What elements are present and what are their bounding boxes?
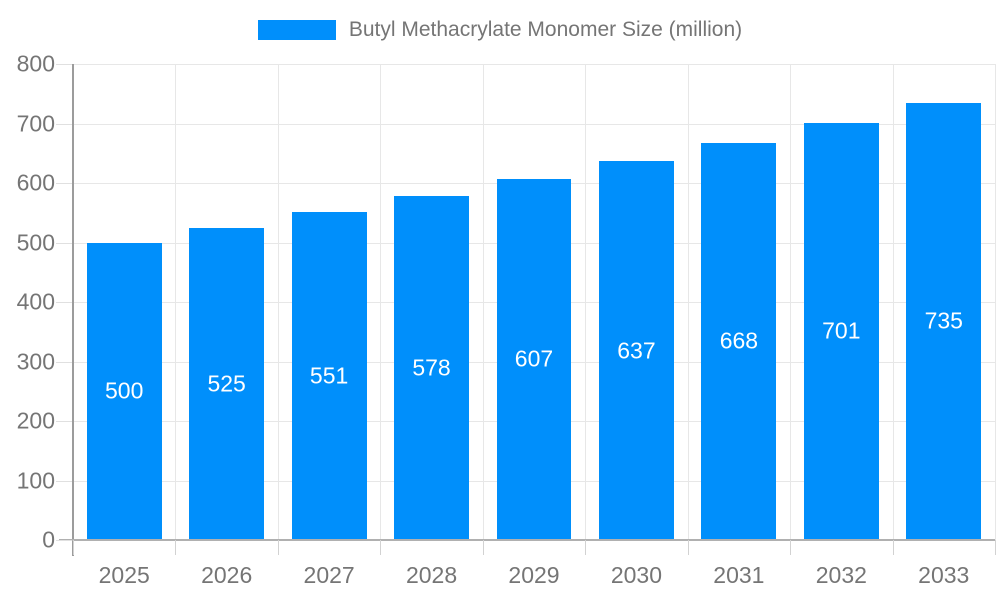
gridline-horizontal: [73, 64, 995, 65]
y-tick-mark: [56, 183, 72, 184]
bar-2026[interactable]: 525: [189, 227, 265, 540]
bar-value-label: 578: [412, 354, 451, 381]
bar-value-label: 525: [207, 370, 246, 397]
y-tick-mark: [56, 123, 72, 125]
bar-value-label: 735: [924, 307, 963, 334]
x-tick-mark: [585, 540, 587, 555]
y-tick-mark: [56, 302, 72, 303]
gridline-vertical: [380, 64, 382, 540]
x-tick-label: 2030: [610, 562, 663, 588]
x-axis-line: [59, 539, 995, 541]
y-tick-label: 800: [16, 50, 55, 77]
gridline-vertical: [482, 64, 484, 540]
y-tick-label: 100: [16, 467, 55, 493]
legend-label: Butyl Methacrylate Monomer Size (million…: [348, 18, 743, 41]
gridline-vertical: [175, 64, 177, 540]
bar-2031[interactable]: 668: [701, 142, 777, 540]
bar-2030[interactable]: 637: [598, 161, 674, 540]
y-tick-label: 0: [42, 526, 55, 553]
bar-value-label: 500: [105, 377, 144, 404]
x-tick-mark: [380, 540, 382, 555]
bar-value-label: 701: [822, 317, 861, 344]
bar-2029[interactable]: 607: [496, 178, 572, 540]
y-tick-mark: [56, 421, 72, 422]
y-tick-label: 700: [16, 110, 55, 136]
x-tick-label: 2032: [815, 562, 867, 588]
bar-2028[interactable]: 578: [394, 196, 470, 540]
plot-area: 500 525 551 578 607 637 668 701 735: [56, 64, 996, 556]
x-tick-label: 2026: [201, 562, 253, 588]
x-tick-mark: [277, 540, 279, 555]
y-tick-mark: [56, 242, 72, 244]
gridline-vertical: [687, 64, 689, 540]
gridline-horizontal: [73, 123, 995, 125]
y-tick-label: 300: [16, 348, 55, 374]
y-tick-label: 600: [16, 169, 55, 196]
bar-value-label: 551: [309, 362, 349, 389]
x-tick-mark: [790, 540, 792, 555]
x-tick-label: 2031: [713, 562, 765, 588]
y-tick-mark: [56, 480, 72, 482]
legend-swatch: [257, 20, 336, 40]
x-tick-mark: [892, 540, 894, 555]
bar-2033[interactable]: 735: [906, 102, 982, 540]
y-axis-line: [72, 64, 74, 556]
x-tick-label: 2033: [918, 562, 970, 588]
x-tick-mark: [175, 540, 177, 555]
y-tick-mark: [56, 540, 72, 541]
y-tick-label: 400: [16, 288, 55, 315]
y-tick-label: 500: [16, 229, 55, 255]
x-tick-label: 2029: [508, 562, 560, 588]
bar-value-label: 668: [719, 327, 759, 354]
bar-2025[interactable]: 500: [86, 242, 162, 540]
bar-2032[interactable]: 701: [803, 122, 879, 540]
bar-value-label: 607: [514, 345, 554, 372]
x-tick-mark: [687, 540, 689, 555]
x-tick-label: 2025: [98, 562, 150, 588]
gridline-vertical: [585, 64, 587, 540]
gridline-vertical: [277, 64, 279, 540]
y-tick-label: 200: [16, 407, 55, 434]
bar-value-label: 637: [617, 337, 656, 363]
gridline-vertical: [790, 64, 792, 540]
y-tick-mark: [56, 361, 72, 363]
x-tick-label: 2028: [405, 562, 458, 588]
legend[interactable]: Butyl Methacrylate Monomer Size (million…: [0, 15, 1000, 45]
gridline-vertical: [995, 64, 996, 540]
x-axis: 2025 2026 2027 2028 2029 2030 2031 2032 2033: [73, 558, 995, 592]
gridline-vertical: [892, 64, 894, 540]
y-tick-mark: [56, 64, 72, 65]
x-tick-mark: [73, 540, 74, 555]
x-tick-mark: [995, 540, 996, 555]
bar-2027[interactable]: 551: [291, 212, 367, 540]
x-tick-mark: [482, 540, 484, 555]
x-tick-label: 2027: [303, 562, 355, 588]
y-axis: 0 100 200 300 400 500 600 700 800: [0, 52, 55, 551]
